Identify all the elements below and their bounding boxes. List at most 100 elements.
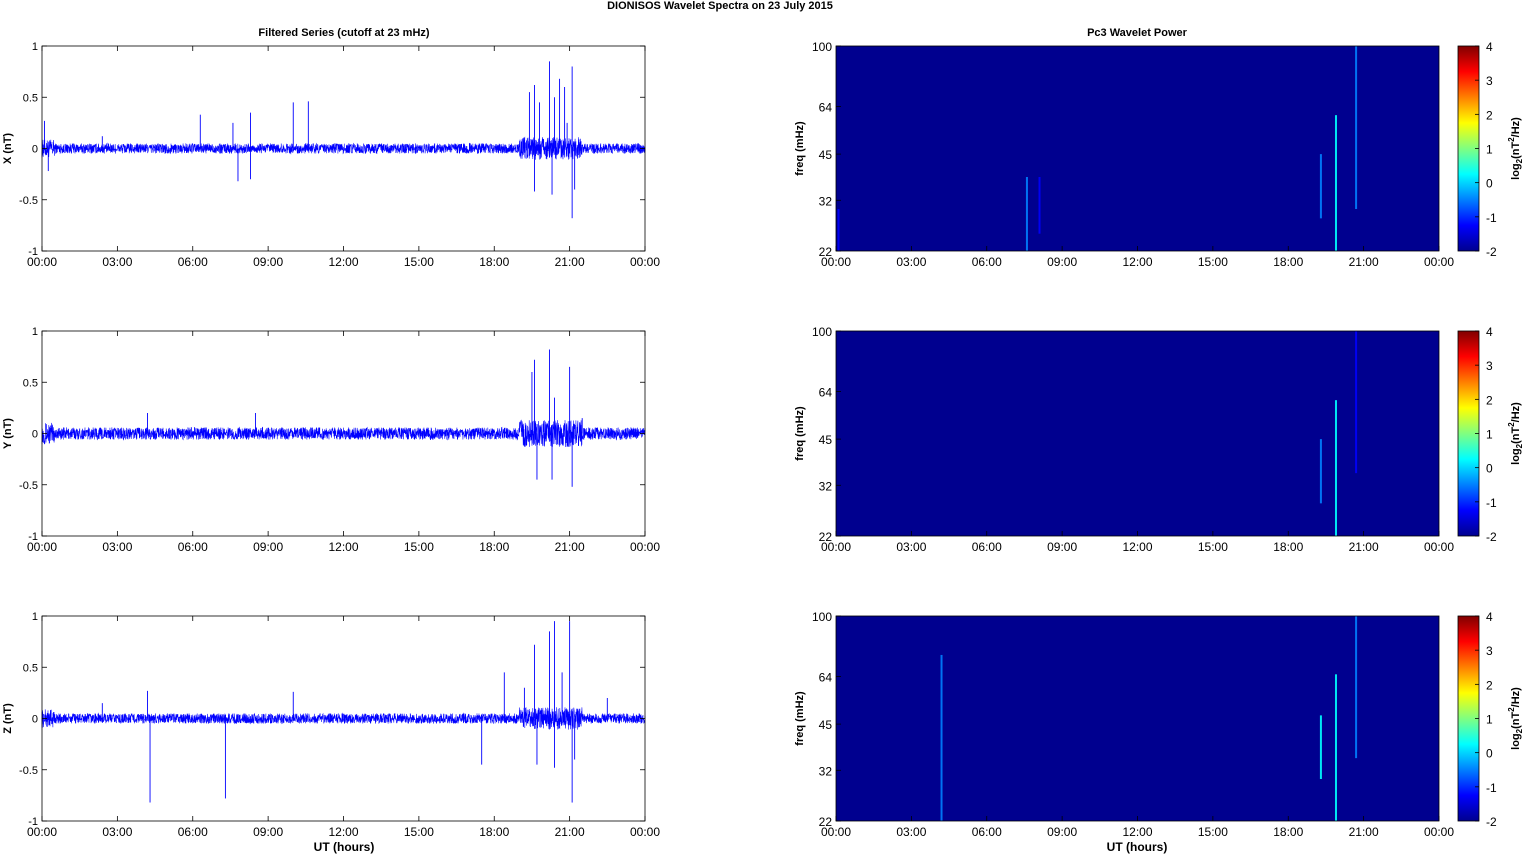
y-tick-label: 0: [32, 144, 38, 156]
colorbar-tick-label: 4: [1486, 40, 1493, 54]
heatmap-streak: [1025, 177, 1028, 251]
y-tick-label: 22: [819, 815, 833, 829]
x-tick-label: 00:00: [630, 255, 660, 269]
colorbar-tick-label: -1: [1486, 211, 1497, 225]
x-tick-label: 06:00: [972, 255, 1002, 269]
colorbar-tick-label: 1: [1486, 428, 1493, 442]
y-tick-label: -0.5: [19, 195, 38, 207]
x-tick-label: 15:00: [404, 540, 434, 554]
colorbar-tick-label: -1: [1486, 496, 1497, 510]
x-tick-label: 12:00: [328, 540, 358, 554]
right-xaxis-title: UT (hours): [1107, 840, 1168, 854]
x-tick-label: 00:00: [630, 540, 660, 554]
x-tick-label: 06:00: [972, 540, 1002, 554]
x-tick-label: 21:00: [1349, 540, 1379, 554]
y-tick-label: 32: [819, 479, 833, 493]
colorbar-label-part: (nT: [1510, 712, 1522, 729]
colorbar-label-part: 2: [1507, 137, 1516, 142]
colorbar-label-part: log: [1510, 448, 1522, 465]
y-tick-label: 0.5: [23, 377, 38, 389]
y-tick-label: 22: [819, 245, 833, 259]
colorbar-label-part: 2: [1515, 728, 1524, 733]
heatmap-streak: [1319, 439, 1322, 504]
colorbar-tick-label: 0: [1486, 462, 1493, 476]
colorbar-tick-label: 2: [1486, 393, 1493, 407]
colorbar-label: log2(nT2/Hz): [1507, 687, 1524, 750]
y-tick-label: 32: [819, 194, 833, 208]
y-tick-label: 64: [819, 670, 833, 684]
x-tick-label: 06:00: [178, 255, 208, 269]
heatmap-background: [836, 616, 1439, 821]
heatmap-streak: [940, 654, 943, 821]
heatmap-streak: [1319, 154, 1322, 219]
x-tick-label: 12:00: [1122, 255, 1152, 269]
x-tick-label: 12:00: [328, 825, 358, 839]
colorbar-label-part: 2: [1507, 707, 1516, 712]
x-tick-label: 18:00: [1273, 825, 1303, 839]
x-tick-label: 18:00: [1273, 255, 1303, 269]
y-axis-title: freq (mHz): [794, 121, 806, 176]
x-tick-label: 06:00: [178, 540, 208, 554]
x-tick-label: 00:00: [27, 255, 57, 269]
heatmap-background: [836, 331, 1439, 536]
x-tick-label: 09:00: [1047, 540, 1077, 554]
heatmap-streak: [1038, 177, 1041, 234]
x-tick-label: 00:00: [27, 540, 57, 554]
x-tick-label: 21:00: [1349, 825, 1379, 839]
heatmap-streak: [1334, 400, 1337, 536]
timeseries-panel-2: -1 -0.5 0 0.5 1 00:00 03:00 06:00 09:00 12:00 15:0…: [2, 326, 660, 554]
colorbar-tick-label: -2: [1486, 245, 1497, 259]
colorbar-label-part: log: [1510, 163, 1522, 180]
left-column-title: Filtered Series (cutoff at 23 mHz): [258, 27, 429, 39]
x-tick-label: 15:00: [1198, 825, 1228, 839]
colorbar-label-part: /Hz): [1510, 402, 1522, 423]
y-tick-label: -1: [28, 246, 38, 258]
x-tick-label: 00:00: [1424, 540, 1454, 554]
x-tick-label: 00:00: [821, 540, 851, 554]
colorbar-tick-label: 0: [1486, 177, 1493, 191]
y-tick-label: 1: [32, 326, 38, 338]
series-noise-line: [41, 136, 646, 160]
x-tick-label: 03:00: [896, 255, 926, 269]
x-tick-label: 00:00: [821, 255, 851, 269]
right-column-title: Pc3 Wavelet Power: [1087, 27, 1188, 39]
x-tick-label: 03:00: [896, 540, 926, 554]
x-tick-label: 00:00: [27, 825, 57, 839]
colorbar-label: log2(nT2/Hz): [1507, 117, 1524, 180]
x-tick-label: 06:00: [178, 825, 208, 839]
y-tick-label: 45: [819, 433, 833, 447]
colorbar-tick-label: 4: [1486, 610, 1493, 624]
x-tick-label: 09:00: [253, 825, 283, 839]
y-tick-label: -1: [28, 816, 38, 828]
x-tick-label: 12:00: [1122, 540, 1152, 554]
colorbar-label: log2(nT2/Hz): [1507, 402, 1524, 465]
x-tick-label: 09:00: [253, 255, 283, 269]
colorbar-tick-label: 1: [1486, 143, 1493, 157]
colorbar-label-part: (nT: [1510, 142, 1522, 159]
y-tick-label: 64: [819, 385, 833, 399]
colorbar-label-part: /Hz): [1510, 117, 1522, 138]
y-axis-title: X (nT): [2, 133, 14, 164]
y-tick-label: -0.5: [19, 765, 38, 777]
timeseries-panel-3: -1 -0.5 0 0.5 1 00:00 03:00 06:00 09:00 12:00 15:0…: [2, 611, 660, 839]
heatmap-streak: [1334, 115, 1337, 251]
y-tick-label: 0: [32, 429, 38, 441]
x-tick-label: 18:00: [479, 825, 509, 839]
x-tick-label: 00:00: [630, 825, 660, 839]
x-tick-label: 09:00: [1047, 255, 1077, 269]
colorbar-label-part: 2: [1515, 158, 1524, 163]
x-tick-label: 15:00: [404, 255, 434, 269]
y-tick-label: -1: [28, 531, 38, 543]
x-tick-label: 15:00: [404, 825, 434, 839]
heatmap-background: [836, 46, 1439, 251]
y-tick-label: 100: [812, 325, 832, 339]
x-tick-label: 15:00: [1198, 255, 1228, 269]
heatmap-streak: [837, 209, 840, 251]
colorbar-label-part: 2: [1507, 422, 1516, 427]
x-tick-label: 09:00: [1047, 825, 1077, 839]
y-tick-label: -0.5: [19, 480, 38, 492]
colorbar-tick-label: -1: [1486, 781, 1497, 795]
colorbar-label-part: log: [1510, 733, 1522, 750]
y-tick-label: 100: [812, 610, 832, 624]
